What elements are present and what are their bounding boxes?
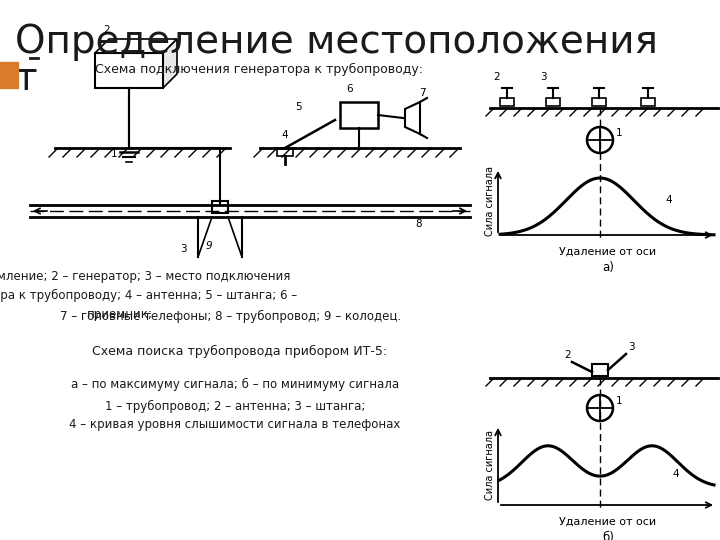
Text: 3: 3 — [540, 72, 546, 82]
Text: 4 – кривая уровня слышимости сигнала в телефонах: 4 – кривая уровня слышимости сигнала в т… — [69, 418, 401, 431]
Text: Удаление от оси: Удаление от оси — [559, 247, 657, 257]
Text: 3: 3 — [628, 342, 634, 352]
Text: 9: 9 — [206, 241, 212, 251]
Text: 5: 5 — [295, 102, 302, 112]
Text: 1: 1 — [616, 396, 623, 406]
Circle shape — [587, 127, 613, 153]
Text: Сила сигнала: Сила сигнала — [485, 430, 495, 500]
Text: Схема поиска трубопровода прибором ИТ-5:: Схема поиска трубопровода прибором ИТ-5: — [92, 345, 387, 358]
Text: 6: 6 — [346, 84, 353, 94]
Text: 4: 4 — [672, 469, 679, 479]
Text: 2: 2 — [103, 25, 109, 35]
Text: а – по максимуму сигнала; б – по минимуму сигнала: а – по максимуму сигнала; б – по минимум… — [71, 378, 399, 391]
Text: Сила сигнала: Сила сигнала — [485, 166, 495, 237]
Text: 7: 7 — [419, 88, 426, 98]
Text: 1: 1 — [111, 149, 117, 159]
Polygon shape — [405, 102, 420, 134]
Bar — [277, 148, 293, 156]
Text: 5: 5 — [5, 69, 13, 82]
Text: 3: 3 — [180, 244, 186, 254]
Bar — [95, 53, 163, 88]
Text: Схема подключения генератора к трубопроводу:: Схема подключения генератора к трубопров… — [95, 63, 423, 76]
Text: Удаление от оси: Удаление от оси — [559, 517, 657, 527]
Text: Определение местоположения: Определение местоположения — [15, 23, 658, 61]
Polygon shape — [95, 39, 177, 53]
Text: 2: 2 — [564, 350, 571, 360]
Bar — [592, 364, 608, 376]
Bar — [0, 62, 18, 88]
Text: 2: 2 — [494, 72, 500, 82]
Text: 4: 4 — [665, 195, 672, 205]
Bar — [546, 98, 560, 106]
Bar — [641, 98, 655, 106]
Bar — [500, 98, 514, 106]
Text: б): б) — [602, 531, 614, 540]
Text: 1 – трубопровод; 2 – антенна; 3 – штанга;: 1 – трубопровод; 2 – антенна; 3 – штанга… — [105, 400, 365, 413]
Bar — [340, 102, 378, 128]
Polygon shape — [163, 39, 177, 88]
Text: 7 – головные телефоны; 8 – трубопровод; 9 – колодец.: 7 – головные телефоны; 8 – трубопровод; … — [60, 310, 401, 323]
Text: а): а) — [602, 261, 614, 274]
Text: 1 – заземление; 2 – генератор; 3 – место подключения
генератора к трубопроводу; : 1 – заземление; 2 – генератор; 3 – место… — [0, 270, 297, 321]
Bar — [212, 201, 228, 213]
Text: 4: 4 — [281, 130, 287, 140]
Text: 1: 1 — [616, 128, 623, 138]
Bar — [592, 98, 606, 106]
Text: 8: 8 — [415, 219, 422, 229]
Circle shape — [587, 395, 613, 421]
Text: т: т — [15, 60, 37, 98]
